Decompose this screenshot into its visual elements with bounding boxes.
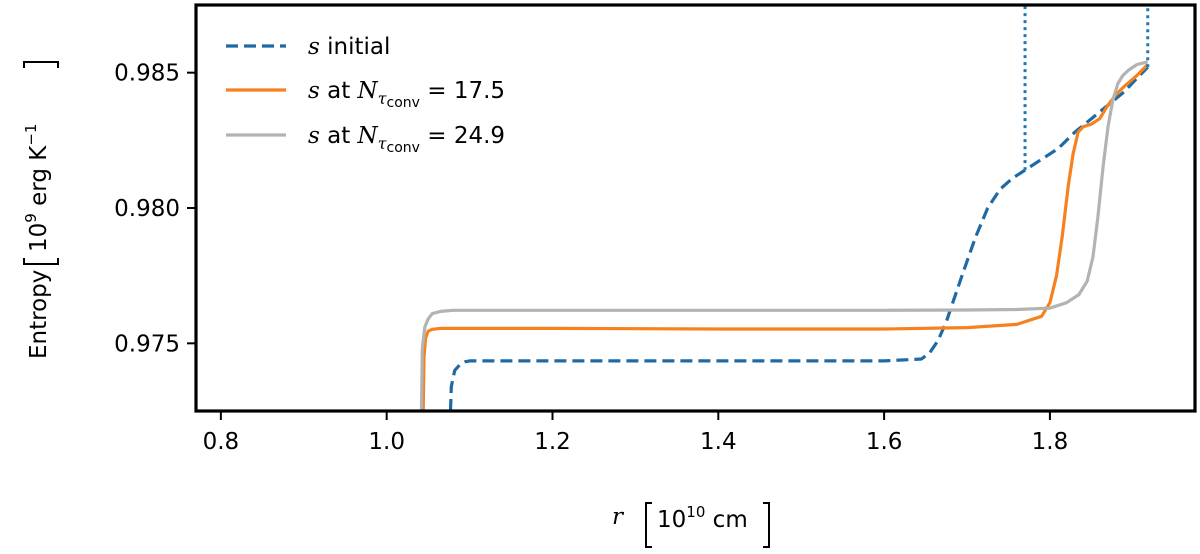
- y-axis-label: Entropy 109 erg K−1: [22, 61, 59, 359]
- x-axis-label: r 1010 cm: [612, 502, 770, 548]
- x-axis-ticks: 0.8 1.0 1.2 1.4 1.6 1.8: [203, 411, 1069, 455]
- x-tick-label: 1.0: [368, 429, 405, 455]
- x-axis-label-right-bracket: [763, 502, 770, 548]
- y-tick-label: 0.980: [114, 196, 180, 222]
- x-tick-label: 1.6: [866, 429, 903, 455]
- y-axis-label-unit: 109 erg K−1: [22, 124, 52, 252]
- x-axis-label-unit: 1010 cm: [657, 503, 748, 533]
- y-axis-ticks: 0.975 0.980 0.985: [114, 61, 196, 357]
- x-tick-label: 1.2: [534, 429, 571, 455]
- y-axis-label-left-bracket: [23, 258, 59, 265]
- x-axis-label-left-bracket: [645, 502, 652, 548]
- x-tick-label: 1.8: [1032, 429, 1069, 455]
- y-tick-label: 0.985: [114, 61, 180, 87]
- y-axis-label-text: Entropy: [26, 270, 52, 359]
- x-tick-label: 1.4: [700, 429, 737, 455]
- legend-label-initial: s initial: [308, 34, 390, 60]
- legend-label-17-5: s at Nτconv = 17.5: [308, 78, 505, 111]
- series-line-1: [448, 66, 1149, 412]
- x-tick-label: 0.8: [203, 429, 240, 455]
- series-line-2: [421, 63, 1149, 412]
- y-tick-label: 0.975: [114, 331, 180, 357]
- legend: s initial s at Nτconv = 17.5 s at Nτconv…: [226, 34, 505, 156]
- legend-label-24-9: s at Nτconv = 24.9: [308, 123, 505, 156]
- y-axis-label-right-bracket: [23, 61, 59, 68]
- plot-frame: [194, 3, 1197, 413]
- x-axis-label-symbol: r: [612, 504, 625, 530]
- plot-marks: [419, 5, 1150, 412]
- series-line-3: [419, 60, 1149, 412]
